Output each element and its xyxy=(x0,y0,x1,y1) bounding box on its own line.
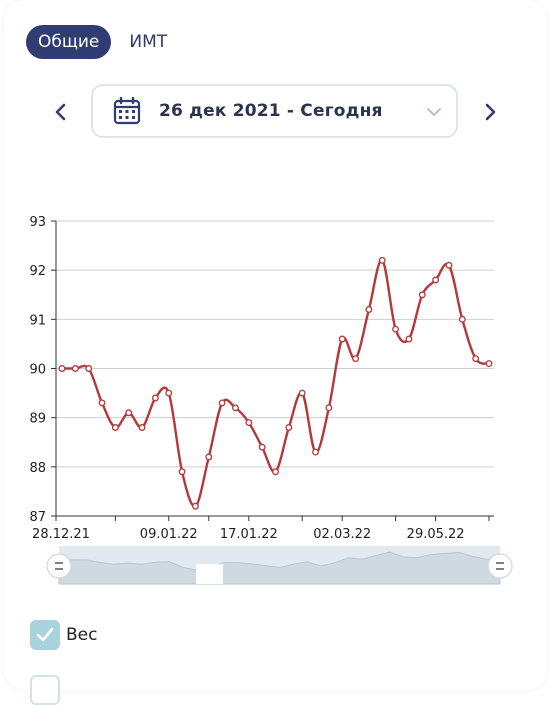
x-axis: 28.12.21 09.01.22 17.01.22 02.03.22 29.05.22 xyxy=(32,221,494,542)
y-tick-label: 90 xyxy=(29,363,46,378)
y-tick-label: 89 xyxy=(29,412,46,427)
chevron-down-icon xyxy=(427,108,441,116)
chevron-left-icon xyxy=(55,103,66,121)
data-point xyxy=(298,389,306,397)
data-point xyxy=(98,399,106,407)
data-point xyxy=(378,256,386,264)
data-point xyxy=(218,399,226,407)
data-point xyxy=(325,404,333,412)
data-point xyxy=(125,409,133,417)
data-point xyxy=(58,365,66,372)
data-point xyxy=(232,404,239,412)
weight-chart: 87 88 89 90 91 92 93 28.12.21 09.01.22 17.01.22 0… xyxy=(29,215,513,585)
next-period-button[interactable] xyxy=(478,98,502,126)
data-point xyxy=(138,424,146,431)
navigator-gap xyxy=(196,564,223,584)
calendar-icon xyxy=(113,97,141,125)
data-points xyxy=(58,256,493,510)
data-point xyxy=(472,355,480,363)
data-point xyxy=(405,335,413,343)
data-point xyxy=(205,453,213,461)
data-point xyxy=(432,276,440,284)
navigator-area xyxy=(58,551,501,585)
data-point xyxy=(445,261,453,269)
data-point xyxy=(418,291,426,299)
tab-general[interactable]: Общие xyxy=(26,25,112,59)
data-point xyxy=(71,365,79,372)
legend-item-weight[interactable]: Вес xyxy=(30,620,97,650)
tab-bar: Общие ИМТ xyxy=(26,25,185,59)
x-tick-label: 02.03.22 xyxy=(313,527,371,542)
navigator-handle-left[interactable] xyxy=(46,553,72,579)
data-point xyxy=(485,360,493,368)
weight-checkbox[interactable] xyxy=(30,620,60,650)
chevron-right-icon xyxy=(485,103,496,121)
prev-period-button[interactable] xyxy=(49,98,73,126)
data-point xyxy=(392,325,400,333)
legend-label-weight: Вес xyxy=(66,625,98,645)
x-tick-label: 17.01.22 xyxy=(220,527,278,542)
data-point xyxy=(352,355,360,363)
data-point xyxy=(245,419,253,427)
data-point xyxy=(312,448,319,456)
data-point xyxy=(285,424,293,431)
y-tick-label: 91 xyxy=(29,313,46,328)
date-range-label: 26 дек 2021 - Сегодня xyxy=(159,101,383,121)
tab-bmi[interactable]: ИМТ xyxy=(129,32,168,52)
data-point xyxy=(338,335,346,343)
range-navigator[interactable] xyxy=(46,546,513,585)
y-tick-label: 92 xyxy=(29,264,46,279)
data-point xyxy=(191,502,199,510)
check-icon xyxy=(36,627,54,642)
data-point xyxy=(365,306,373,313)
data-point xyxy=(151,394,159,402)
data-point xyxy=(85,365,93,372)
y-tick-label: 93 xyxy=(29,215,46,230)
data-point xyxy=(165,389,173,397)
navigator-handle-right[interactable] xyxy=(487,553,513,579)
y-tick-label: 88 xyxy=(29,461,46,476)
date-range-select[interactable]: 26 дек 2021 - Сегодня xyxy=(91,84,458,138)
data-point xyxy=(272,468,279,476)
data-point xyxy=(258,443,266,451)
x-tick-label: 28.12.21 xyxy=(32,527,90,542)
y-tick-label: 87 xyxy=(29,510,46,525)
data-point xyxy=(111,424,119,431)
data-point xyxy=(458,315,466,323)
x-tick-label: 09.01.22 xyxy=(140,527,198,542)
y-axis: 87 88 89 90 91 92 93 xyxy=(29,215,56,525)
data-point xyxy=(178,468,186,476)
x-tick-label: 29.05.22 xyxy=(407,527,465,542)
